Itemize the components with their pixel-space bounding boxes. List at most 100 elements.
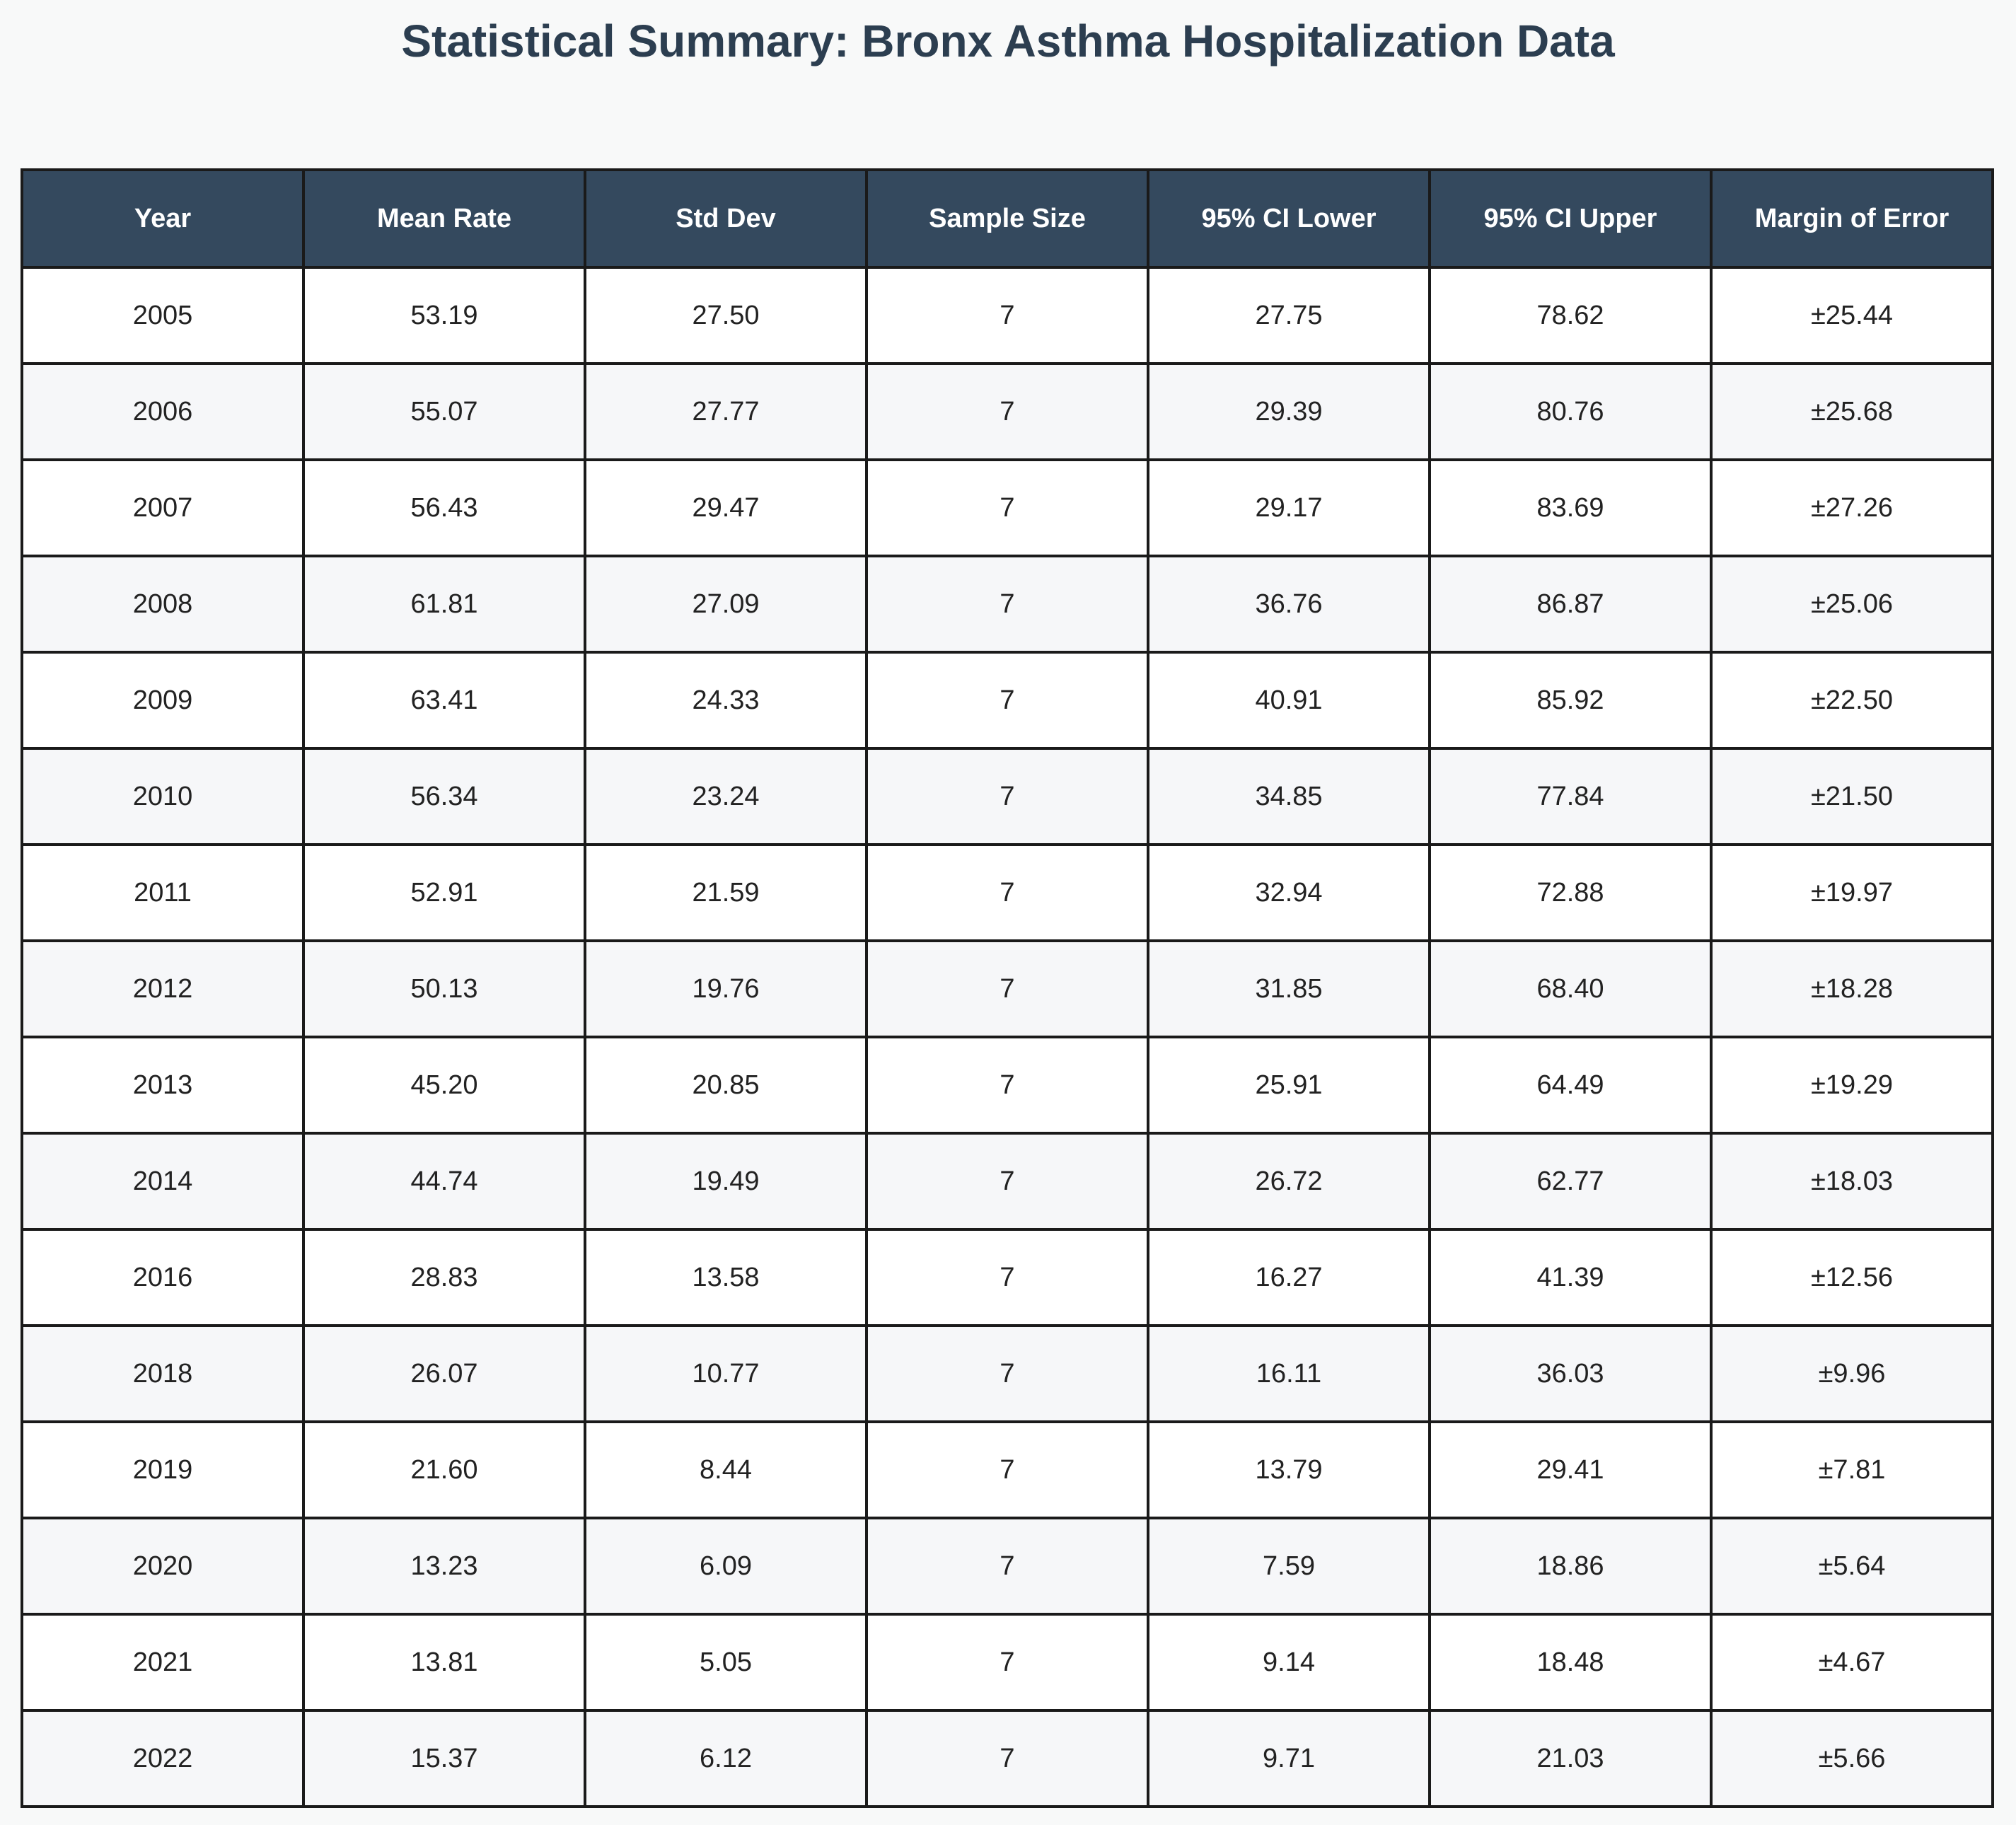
table-cell: 21.60 <box>302 1420 586 1519</box>
table-cell: 80.76 <box>1428 362 1713 461</box>
table-cell: 18.48 <box>1428 1613 1713 1712</box>
table-cell: 2016 <box>21 1228 305 1327</box>
table-cell: 29.39 <box>1147 362 1431 461</box>
column-header: 95% CI Lower <box>1147 168 1431 269</box>
table-body: 2005 53.19 27.50 7 27.75 78.62 ±25.44 2006 55.07… <box>21 266 1994 1808</box>
table-cell: 27.77 <box>584 362 868 461</box>
table-cell: 2012 <box>21 939 305 1038</box>
table-cell: 2018 <box>21 1324 305 1423</box>
table-cell: 18.86 <box>1428 1517 1713 1616</box>
table-cell: 61.81 <box>302 555 586 654</box>
table-row: 2018 26.07 10.77 7 16.11 36.03 ±9.96 <box>21 1324 1994 1423</box>
table-cell: 28.83 <box>302 1228 586 1327</box>
table-cell: 7 <box>865 651 1149 750</box>
table-cell: 5.05 <box>584 1613 868 1712</box>
table-row: 2014 44.74 19.49 7 26.72 62.77 ±18.03 <box>21 1132 1994 1231</box>
summary-table: Year Mean Rate Std Dev Sample Size 95% CI Lo… <box>21 168 1994 1808</box>
table-cell: ±25.06 <box>1710 555 1994 654</box>
table-cell: 7 <box>865 1228 1149 1327</box>
table-cell: 13.79 <box>1147 1420 1431 1519</box>
table-cell: 19.76 <box>584 939 868 1038</box>
table-cell: 7 <box>865 1709 1149 1808</box>
table-row: 2019 21.60 8.44 7 13.79 29.41 ±7.81 <box>21 1420 1994 1519</box>
table-cell: 7 <box>865 843 1149 942</box>
column-header: Mean Rate <box>302 168 586 269</box>
table-cell: 27.75 <box>1147 266 1431 365</box>
table-header: Year Mean Rate Std Dev Sample Size 95% CI Lo… <box>21 168 1994 269</box>
column-header: Sample Size <box>865 168 1149 269</box>
table-cell: 2005 <box>21 266 305 365</box>
table-cell: ±25.44 <box>1710 266 1994 365</box>
table-cell: 16.11 <box>1147 1324 1431 1423</box>
table-cell: 32.94 <box>1147 843 1431 942</box>
table-cell: 27.09 <box>584 555 868 654</box>
table-cell: 55.07 <box>302 362 586 461</box>
table-cell: 53.19 <box>302 266 586 365</box>
table-cell: ±18.03 <box>1710 1132 1994 1231</box>
table-row: 2012 50.13 19.76 7 31.85 68.40 ±18.28 <box>21 939 1994 1038</box>
column-header: Std Dev <box>584 168 868 269</box>
table-row: 2006 55.07 27.77 7 29.39 80.76 ±25.68 <box>21 362 1994 461</box>
table-cell: 20.85 <box>584 1036 868 1135</box>
table-row: 2020 13.23 6.09 7 7.59 18.86 ±5.64 <box>21 1517 1994 1616</box>
table-cell: 15.37 <box>302 1709 586 1808</box>
table-cell: 50.13 <box>302 939 586 1038</box>
table-cell: 29.47 <box>584 458 868 557</box>
table-cell: 7 <box>865 1036 1149 1135</box>
table-cell: ±9.96 <box>1710 1324 1994 1423</box>
table-row: 2005 53.19 27.50 7 27.75 78.62 ±25.44 <box>21 266 1994 365</box>
table-cell: 10.77 <box>584 1324 868 1423</box>
table-cell: ±5.66 <box>1710 1709 1994 1808</box>
table-row: 2021 13.81 5.05 7 9.14 18.48 ±4.67 <box>21 1613 1994 1712</box>
table-cell: 13.23 <box>302 1517 586 1616</box>
table-cell: 52.91 <box>302 843 586 942</box>
table-row: 2022 15.37 6.12 7 9.71 21.03 ±5.66 <box>21 1709 1994 1808</box>
table-cell: 31.85 <box>1147 939 1431 1038</box>
header-row: Year Mean Rate Std Dev Sample Size 95% CI Lo… <box>21 168 1994 269</box>
table-cell: 2022 <box>21 1709 305 1808</box>
table-cell: 2013 <box>21 1036 305 1135</box>
table-cell: 19.49 <box>584 1132 868 1231</box>
table-cell: 86.87 <box>1428 555 1713 654</box>
table-cell: 2007 <box>21 458 305 557</box>
table-cell: 2014 <box>21 1132 305 1231</box>
table-cell: 44.74 <box>302 1132 586 1231</box>
table-cell: 9.71 <box>1147 1709 1431 1808</box>
table-cell: ±25.68 <box>1710 362 1994 461</box>
table-cell: 56.34 <box>302 747 586 846</box>
table-cell: 7 <box>865 1324 1149 1423</box>
table-cell: ±4.67 <box>1710 1613 1994 1712</box>
table-cell: ±21.50 <box>1710 747 1994 846</box>
table-cell: ±12.56 <box>1710 1228 1994 1327</box>
table-row: 2009 63.41 24.33 7 40.91 85.92 ±22.50 <box>21 651 1994 750</box>
table-cell: ±27.26 <box>1710 458 1994 557</box>
table-cell: ±19.97 <box>1710 843 1994 942</box>
table-cell: 2011 <box>21 843 305 942</box>
table-cell: 27.50 <box>584 266 868 365</box>
table-cell: 64.49 <box>1428 1036 1713 1135</box>
table-cell: 78.62 <box>1428 266 1713 365</box>
table-cell: 29.17 <box>1147 458 1431 557</box>
table-cell: ±7.81 <box>1710 1420 1994 1519</box>
table-cell: ±5.64 <box>1710 1517 1994 1616</box>
column-header: Margin of Error <box>1710 168 1994 269</box>
table-cell: 7.59 <box>1147 1517 1431 1616</box>
table-row: 2008 61.81 27.09 7 36.76 86.87 ±25.06 <box>21 555 1994 654</box>
table-cell: 56.43 <box>302 458 586 557</box>
page-title: Statistical Summary: Bronx Asthma Hospit… <box>401 16 1615 66</box>
table-cell: 7 <box>865 1517 1149 1616</box>
table-cell: 62.77 <box>1428 1132 1713 1231</box>
column-header: 95% CI Upper <box>1428 168 1713 269</box>
table-cell: 2021 <box>21 1613 305 1712</box>
table-cell: 36.03 <box>1428 1324 1713 1423</box>
table-cell: 7 <box>865 1613 1149 1712</box>
table-cell: 21.59 <box>584 843 868 942</box>
table-cell: 85.92 <box>1428 651 1713 750</box>
table-cell: 16.27 <box>1147 1228 1431 1327</box>
table-cell: 7 <box>865 1420 1149 1519</box>
table-cell: 7 <box>865 939 1149 1038</box>
table-cell: 13.58 <box>584 1228 868 1327</box>
table-cell: 13.81 <box>302 1613 586 1712</box>
table-row: 2013 45.20 20.85 7 25.91 64.49 ±19.29 <box>21 1036 1994 1135</box>
table-cell: 36.76 <box>1147 555 1431 654</box>
